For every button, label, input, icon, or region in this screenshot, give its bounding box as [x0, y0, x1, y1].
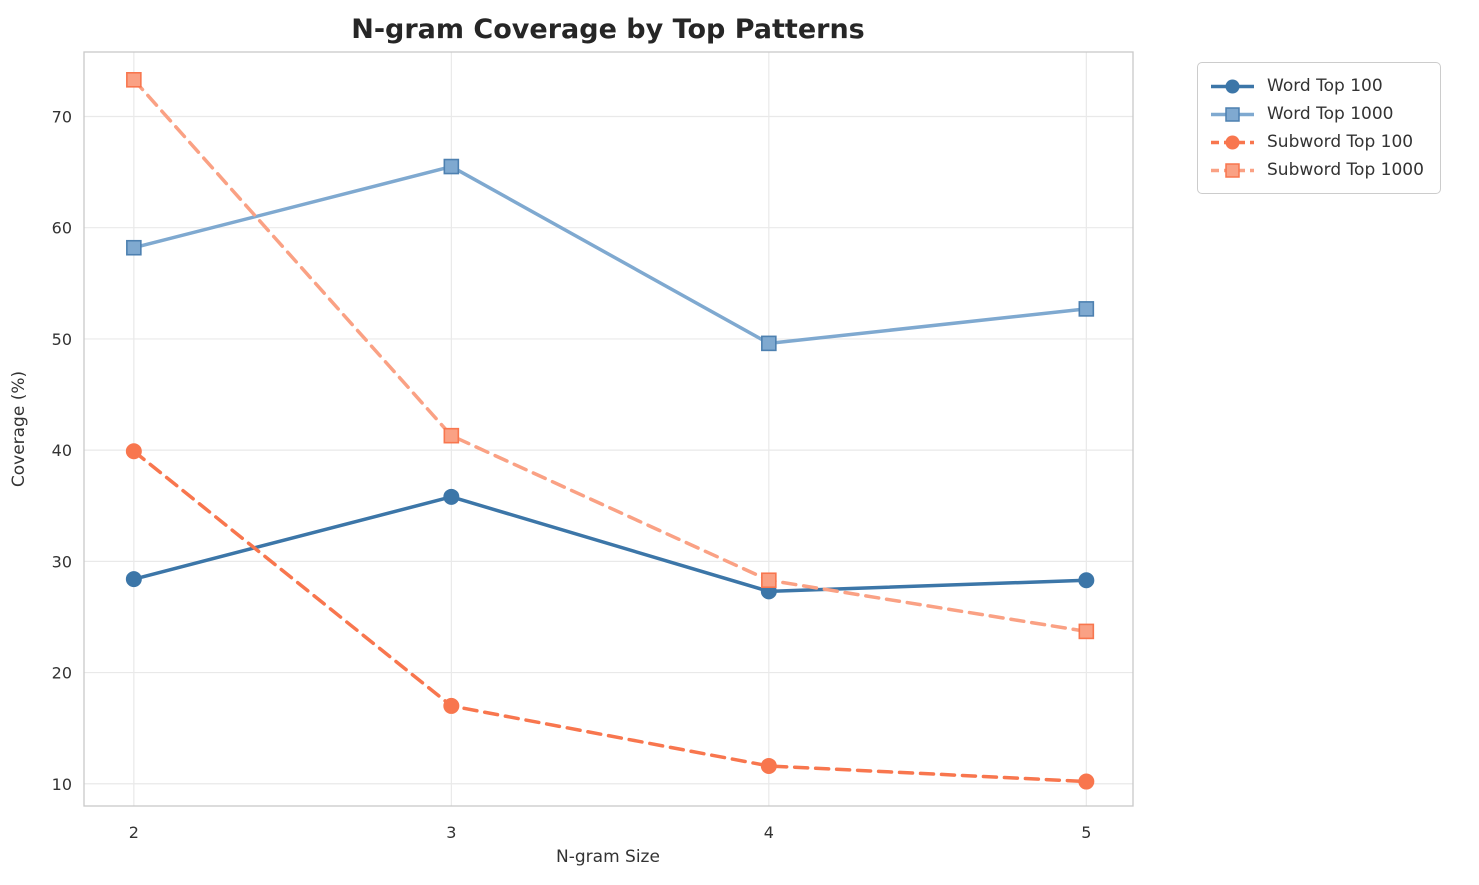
series-line-0	[132, 495, 1089, 594]
y-axis-label: Coverage (%)	[9, 371, 29, 487]
legend-marker-icon	[1211, 106, 1254, 122]
x-axis-label: N-gram Size	[556, 847, 660, 867]
y-tick-label: 20	[52, 664, 72, 683]
legend-item: Word Top 1000	[1210, 100, 1424, 128]
data-point-marker	[1078, 301, 1095, 317]
legend-marker-icon	[1211, 162, 1254, 178]
legend-label: Subword Top 100	[1267, 132, 1414, 152]
y-tick-label: 50	[52, 330, 72, 349]
legend-item: Subword Top 100	[1210, 128, 1424, 156]
legend-label: Subword Top 1000	[1267, 160, 1424, 180]
data-point-marker	[443, 697, 460, 714]
series-line-2	[132, 449, 1089, 784]
plot-area: 10 20 30 40 50 60 70 2 3 4 5	[52, 51, 1134, 842]
data-point-marker	[1078, 773, 1095, 790]
data-point-marker	[125, 443, 142, 460]
x-tick-label: 2	[129, 823, 139, 842]
x-tick-label: 3	[446, 823, 456, 842]
legend-item: Subword Top 1000	[1210, 156, 1424, 184]
y-tick-label: 30	[52, 552, 72, 571]
data-point-marker	[1078, 572, 1095, 589]
y-tick-label: 70	[52, 108, 72, 127]
data-point-marker	[126, 239, 142, 256]
y-tick-label: 40	[52, 441, 72, 460]
y-tick-label: 10	[52, 775, 72, 794]
data-point-marker	[760, 757, 777, 774]
x-tick-label: 4	[764, 823, 774, 842]
series-line-3	[132, 78, 1089, 634]
data-point-marker	[1078, 623, 1095, 640]
data-point-marker	[125, 571, 142, 588]
data-point-marker	[443, 427, 460, 444]
data-point-marker	[443, 488, 460, 505]
plot-frame	[83, 51, 1134, 807]
x-tick-label: 5	[1081, 823, 1091, 842]
data-point-marker	[761, 572, 777, 589]
data-point-marker	[761, 335, 777, 352]
legend-label: Word Top 100	[1267, 76, 1383, 96]
legend-item: Word Top 100	[1210, 72, 1424, 100]
legend-label: Word Top 1000	[1267, 104, 1394, 124]
legend-marker-icon	[1211, 135, 1254, 149]
chart-title: N-gram Coverage by Top Patterns	[351, 14, 865, 45]
data-point-marker	[443, 158, 460, 175]
legend-marker-icon	[1211, 79, 1254, 93]
y-tick-label: 60	[52, 219, 72, 238]
data-point-marker	[126, 72, 142, 88]
series-line-1	[132, 164, 1089, 346]
legend: Word Top 100 Word Top 1000 Subword Top 1…	[1197, 62, 1441, 194]
